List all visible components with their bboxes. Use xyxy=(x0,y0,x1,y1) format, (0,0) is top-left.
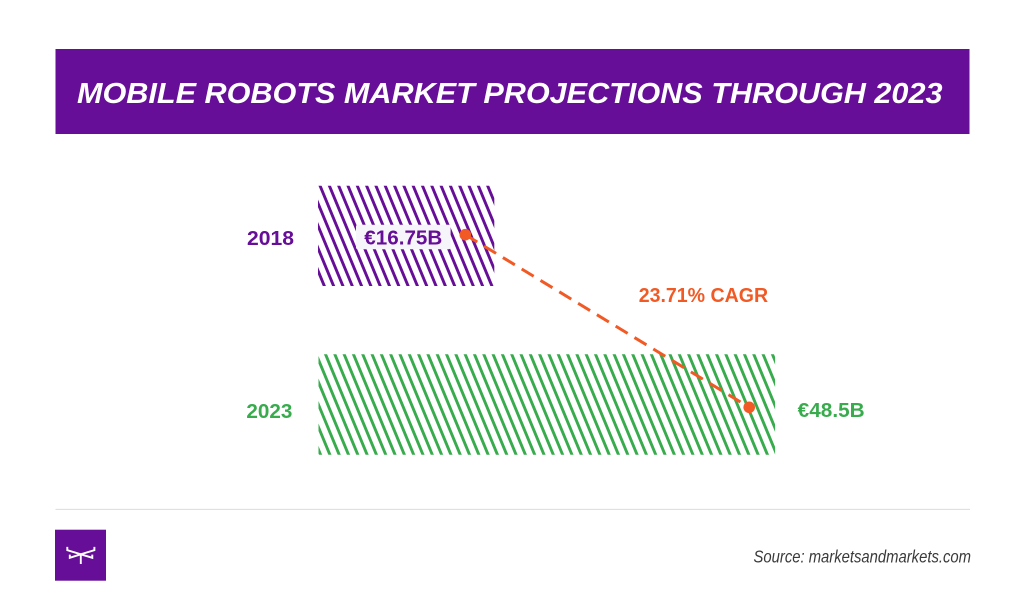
svg-text:2018: 2018 xyxy=(247,227,294,250)
svg-text:23.71% CAGR: 23.71% CAGR xyxy=(639,284,769,307)
svg-text:2023: 2023 xyxy=(246,400,292,423)
svg-text:Source: marketsandmarkets.com: Source: marketsandmarkets.com xyxy=(754,547,972,567)
svg-text:€48.5B: €48.5B xyxy=(798,399,865,422)
svg-text:€16.75B: €16.75B xyxy=(364,227,442,250)
svg-text:MOBILE ROBOTS MARKET PROJECTIO: MOBILE ROBOTS MARKET PROJECTIONS THROUGH… xyxy=(77,78,943,110)
